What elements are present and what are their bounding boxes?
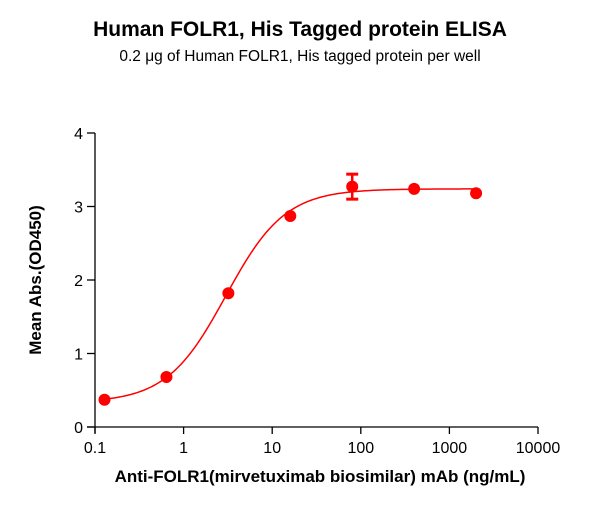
y-axis-label: Mean Abs.(OD450) bbox=[26, 205, 45, 355]
data-point bbox=[222, 287, 235, 300]
axes: 0 1 2 3 4 0.1 1 10 100 1000 10000 bbox=[74, 126, 560, 457]
data-point bbox=[160, 371, 173, 384]
data-point bbox=[346, 180, 359, 193]
x-tick-label: 10 bbox=[263, 440, 281, 457]
x-axis-label: Anti-FOLR1(mirvetuximab biosimilar) mAb … bbox=[114, 467, 526, 486]
chart-subtitle: 0.2 μg of Human FOLR1, His tagged protei… bbox=[119, 48, 481, 65]
data-point bbox=[408, 182, 421, 195]
x-tick-label: 0.1 bbox=[84, 440, 106, 457]
y-tick-label: 0 bbox=[74, 420, 83, 437]
y-tick-label: 1 bbox=[74, 347, 83, 364]
y-tick-label: 2 bbox=[74, 273, 83, 290]
y-tick-label: 4 bbox=[74, 126, 83, 143]
x-tick-label: 100 bbox=[347, 440, 374, 457]
x-tick-label: 1 bbox=[179, 440, 188, 457]
y-tick-label: 3 bbox=[74, 200, 83, 217]
data-point bbox=[470, 187, 483, 200]
x-tick-label: 10000 bbox=[516, 440, 561, 457]
data-points bbox=[98, 172, 483, 406]
x-tick-label: 1000 bbox=[432, 440, 468, 457]
data-point bbox=[98, 393, 111, 406]
chart-title: Human FOLR1, His Tagged protein ELISA bbox=[93, 18, 507, 41]
data-point bbox=[284, 210, 297, 223]
